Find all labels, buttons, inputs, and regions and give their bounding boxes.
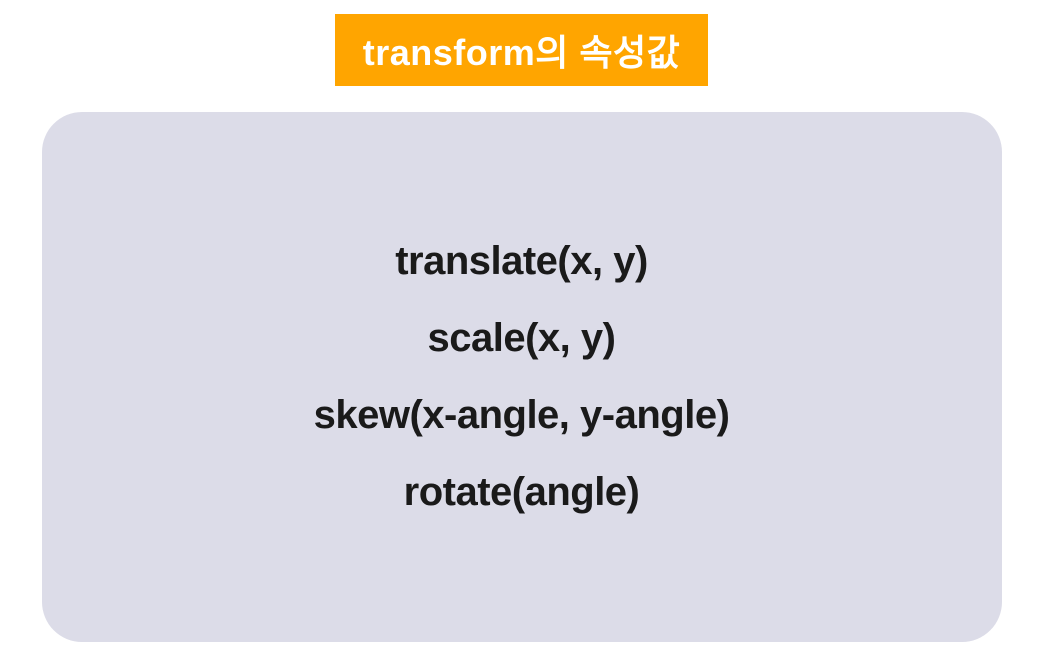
title-text: transform의 속성값 [363,32,681,73]
transform-property-scale: scale(x, y) [428,316,616,361]
title-badge: transform의 속성값 [335,14,709,86]
transform-property-rotate: rotate(angle) [404,470,640,515]
content-panel: translate(x, y) scale(x, y) skew(x-angle… [42,112,1002,642]
transform-property-skew: skew(x-angle, y-angle) [314,393,730,438]
transform-property-translate: translate(x, y) [395,239,648,284]
